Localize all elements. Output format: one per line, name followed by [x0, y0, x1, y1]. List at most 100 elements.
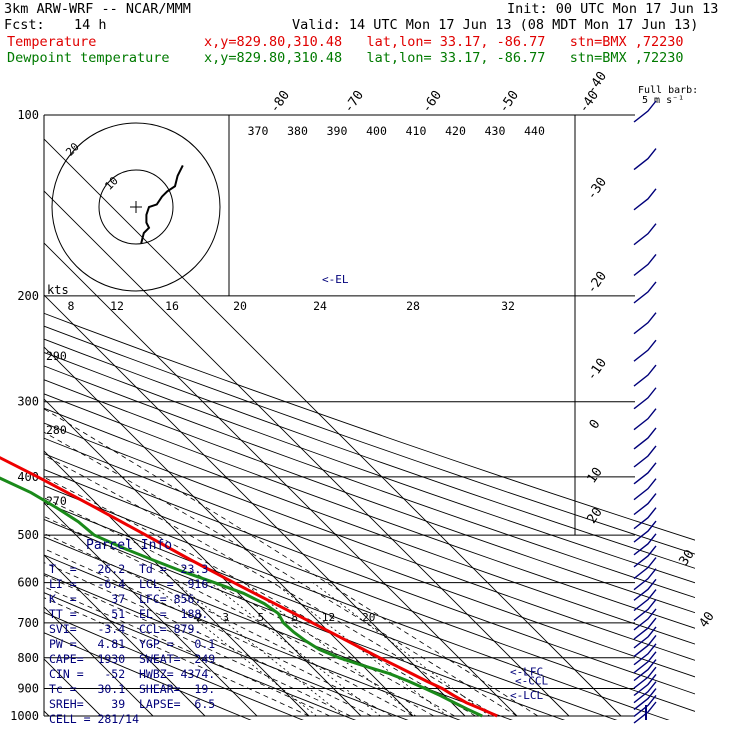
wind-barb: [633, 666, 657, 689]
parcel-row: K = 37 LFC= 856.: [49, 592, 202, 606]
dry-adiabat-line: [44, 611, 304, 720]
hodograph-ring-label: 20: [63, 140, 82, 159]
hodograph-unit-label: kts: [47, 283, 69, 297]
wind-barb: [633, 493, 657, 516]
parcel-row: TT = 51 EL = 188.: [49, 607, 209, 621]
dry-adiabat-line: [44, 632, 252, 720]
temperature-tick-label: 30: [676, 547, 697, 568]
dry-adiabat-line: [44, 407, 695, 645]
hodograph-trace: [140, 164, 184, 244]
moist-adiabat-line: [44, 562, 372, 717]
dry-adiabat-line: [44, 325, 695, 555]
dewpoint-legend-info: x,y=829.80,310.48 lat,lon= 33.17, -86.77…: [204, 50, 684, 66]
theta-label: 290: [46, 349, 67, 363]
hodograph-ring: [51, 122, 221, 292]
wind-barb: [633, 148, 657, 171]
wind-barb: [633, 408, 657, 431]
wind-barb: [633, 478, 657, 501]
moist-adiabat-line: [44, 548, 393, 717]
wind-barb: [633, 364, 657, 387]
moist-adiabat-line: [44, 597, 310, 717]
dewpoint-legend-label: Dewpoint temperature: [7, 50, 170, 66]
isotherm-line: [44, 398, 362, 717]
parcel-row: CELL = 281/14: [49, 712, 140, 726]
temperature-tick-label: -10: [584, 356, 610, 384]
wind-barb: [633, 312, 657, 335]
hodograph-ring: [98, 169, 174, 245]
dry-adiabat-line: [44, 501, 618, 720]
theta-label: 390: [327, 124, 348, 138]
pressure-tick-label: 900: [17, 681, 39, 695]
parcel-row: SREH= 39 LAPSE= 6.5: [49, 697, 216, 711]
dry-adiabat-line: [44, 379, 695, 614]
temperature-tick-label: 20: [584, 505, 605, 526]
pressure-tick-label: 300: [17, 395, 39, 409]
forecast-label: Fcst:: [4, 17, 45, 33]
temperature-legend-label: Temperature: [7, 34, 97, 50]
wind-barb: [633, 701, 657, 724]
theta-label: 400: [366, 124, 387, 138]
pressure-tick-label: 100: [17, 108, 39, 122]
speed-scale-label: 8: [68, 299, 75, 313]
top-isotherm-label: -60: [419, 88, 445, 116]
wind-barb: [633, 462, 657, 485]
temperature-tick-label: -30: [584, 175, 610, 203]
isotherm-line: [44, 190, 570, 717]
wind-barb: [633, 651, 657, 674]
mixing-ratio-label: 2: [196, 611, 203, 624]
parcel-info-title: Parcel Info: [86, 538, 173, 553]
wind-barb: [633, 568, 657, 591]
wind-barb: [633, 617, 657, 640]
parcel-row: Tc = 30.1 SHEAR= 19.: [49, 682, 216, 696]
moist-adiabat-line: [44, 454, 497, 717]
wind-barb: [633, 545, 657, 568]
wind-barb: [633, 223, 657, 246]
theta-label: 440: [524, 124, 545, 138]
moist-adiabat-line: [44, 476, 476, 717]
wind-barb: [633, 643, 657, 666]
speed-scale-label: 24: [313, 299, 327, 313]
hodograph-ring-label: 10: [102, 174, 121, 193]
dry-adiabat-line: [44, 573, 409, 720]
speed-scale-label: 32: [501, 299, 515, 313]
theta-label: 410: [406, 124, 427, 138]
pressure-tick-label: 200: [17, 289, 39, 303]
dry-adiabat-line: [44, 468, 695, 712]
speed-scale-label: 16: [165, 299, 179, 313]
dry-adiabat-line: [44, 437, 695, 678]
mixing-ratio-label: 3: [222, 611, 229, 624]
theta-label: 380: [287, 124, 308, 138]
mixing-ratio-line: [175, 582, 345, 717]
hodograph-origin-icon: [130, 201, 142, 213]
mixing-ratio-label: 20: [362, 611, 375, 624]
theta-label: 420: [445, 124, 466, 138]
dry-adiabat-line: [44, 351, 695, 584]
isotherm-line: [44, 242, 518, 717]
temperature-trace: [0, 456, 498, 718]
pressure-tick-label: 700: [17, 616, 39, 630]
parcel-row: LI = -6.4 LCL = 916.: [49, 577, 216, 591]
temperature-tick-label: 10: [584, 465, 605, 486]
level-annotation: <-EL: [322, 273, 349, 286]
valid-time: Valid: 14 UTC Mon 17 Jun 13 (08 MDT Mon …: [292, 17, 699, 33]
wind-barb: [633, 339, 657, 362]
dry-adiabat-line: [44, 592, 357, 720]
wind-barb: [633, 659, 657, 682]
forecast-hour: 14 h: [74, 17, 107, 33]
wind-barb: [633, 635, 657, 658]
wind-barb: [633, 253, 657, 276]
wind-barb: [633, 674, 657, 697]
wind-barb: [633, 507, 657, 530]
parcel-row: SVI= -3.4 CCL= 879.: [49, 622, 202, 636]
temperature-tick-label: -20: [584, 269, 610, 297]
parcel-row: PW = 4.81 YGP = 0.1: [49, 637, 216, 651]
wind-barb-legend: Full barb:: [638, 85, 698, 96]
wind-barb: [633, 626, 657, 649]
dry-adiabat-line: [44, 453, 695, 695]
moist-adiabat-line: [44, 408, 539, 717]
dry-adiabat-line: [44, 518, 566, 720]
speed-scale-label: 28: [406, 299, 420, 313]
top-isotherm-label: -50: [496, 88, 522, 116]
dry-adiabat-line: [44, 422, 695, 661]
